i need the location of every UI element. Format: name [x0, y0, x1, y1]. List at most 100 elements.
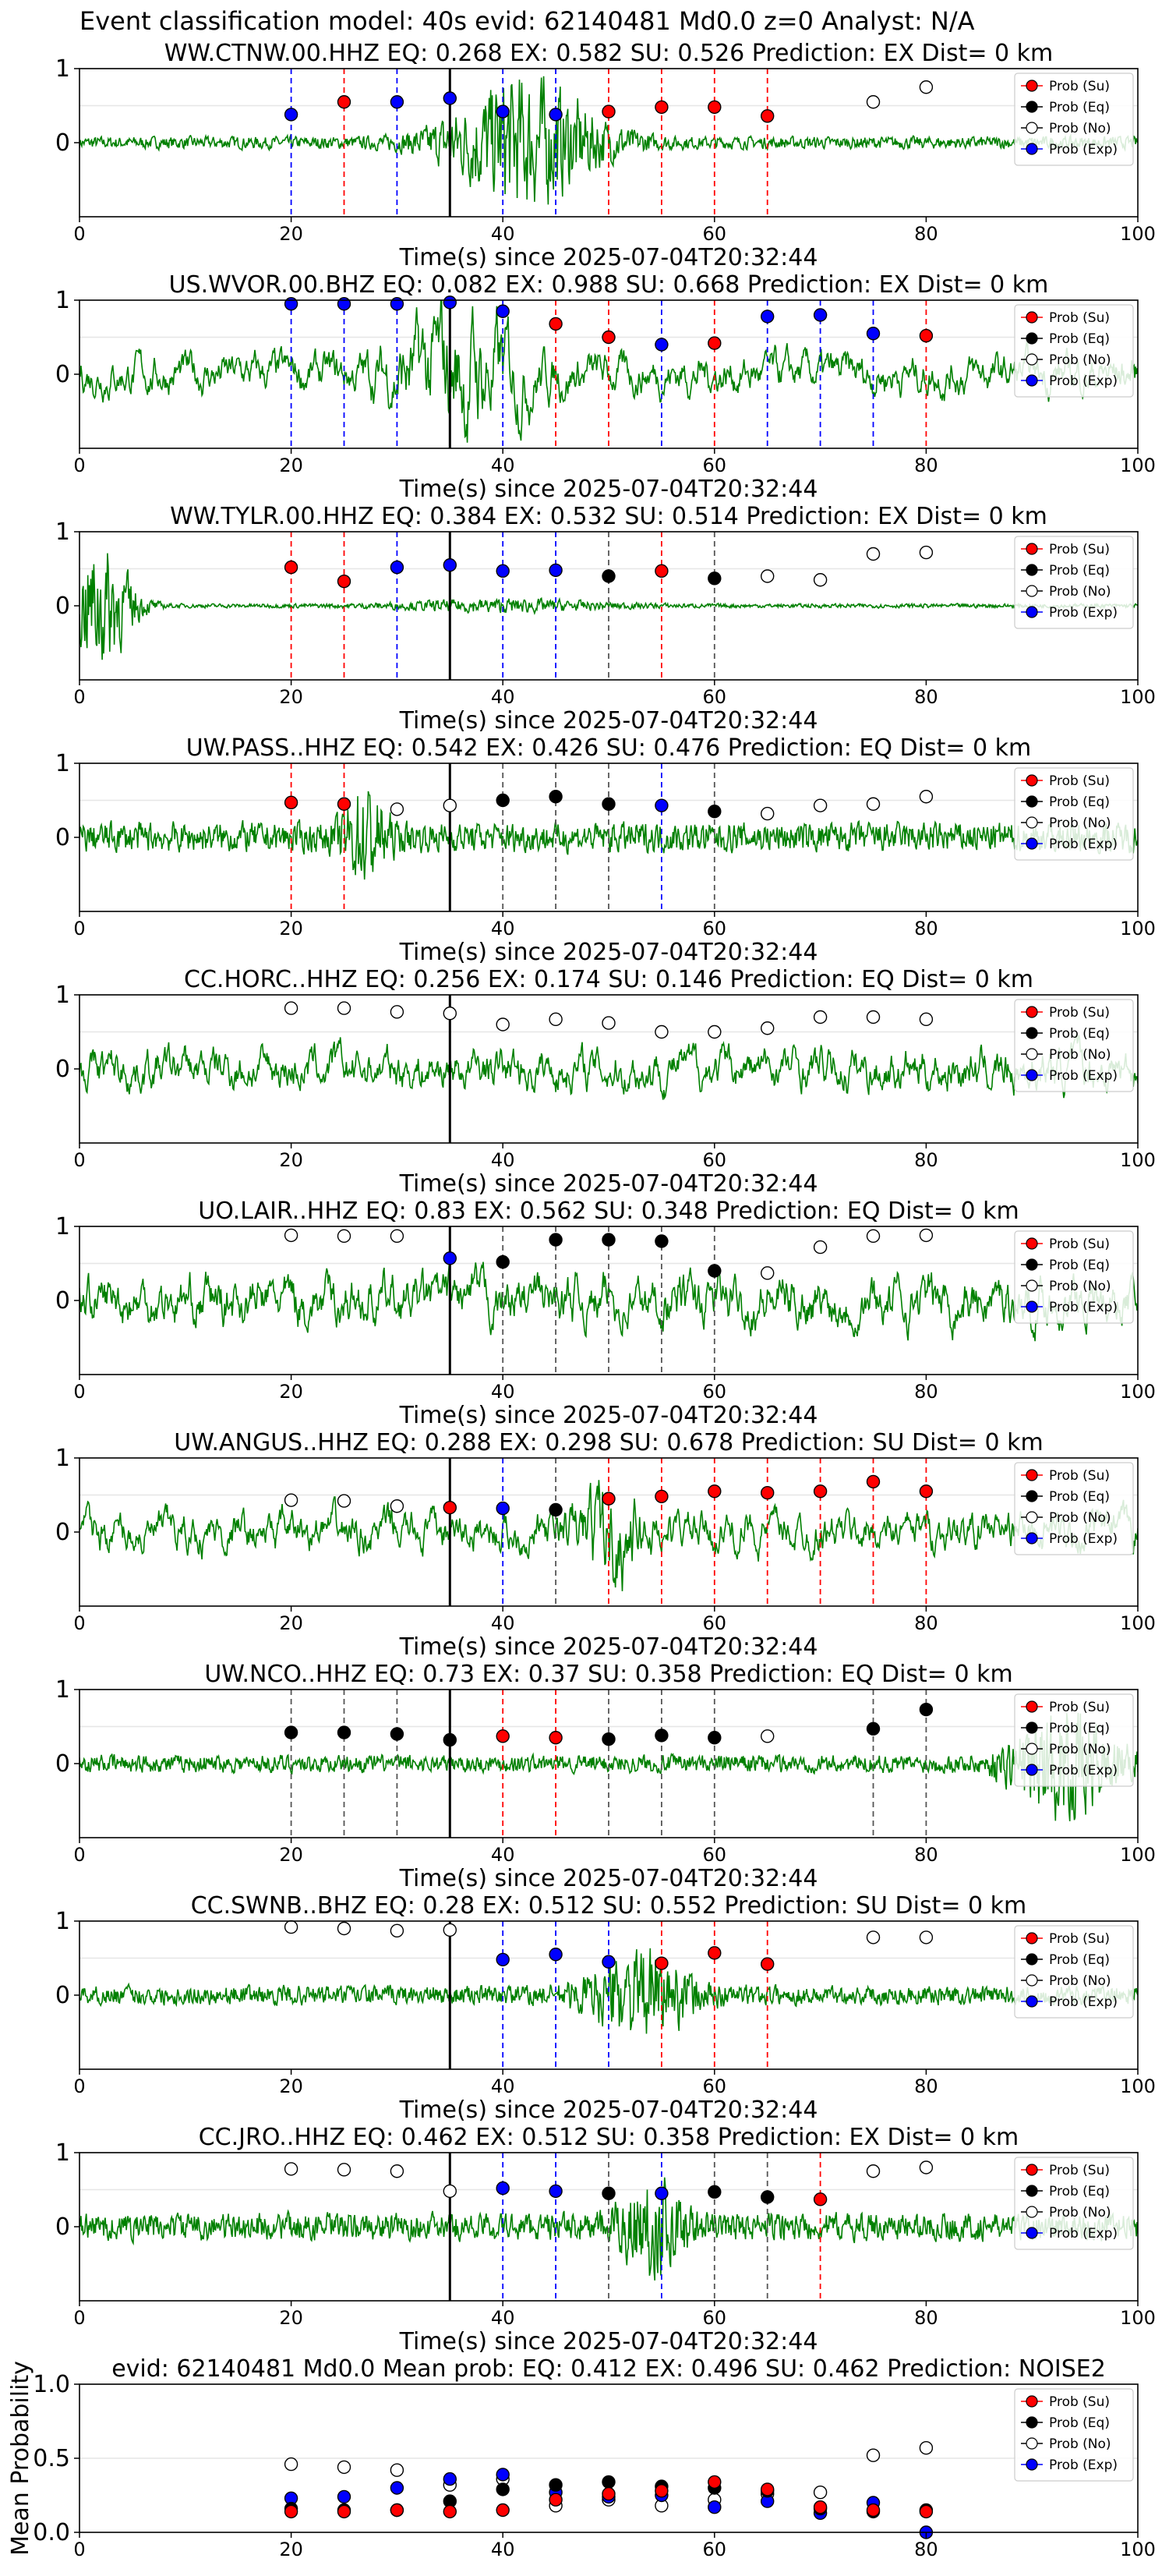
x-tick-label: 100 — [1120, 1381, 1156, 1403]
legend: Prob (Su) Prob (Eq) Prob (No) Prob (Exp) — [1014, 73, 1134, 166]
seismic-trace — [79, 1948, 1138, 2034]
legend-entry-no: Prob (No) — [1021, 121, 1111, 136]
prob-marker-no — [761, 569, 775, 583]
mean-prob-marker-su — [655, 2484, 669, 2498]
subplot-2: US.WVOR.00.BHZ EQ: 0.082 EX: 0.988 SU: 0… — [55, 271, 1156, 503]
legend-label: Prob (Eq) — [1049, 2415, 1110, 2431]
prob-marker-su — [284, 560, 298, 575]
subplot-5: CC.HORC..HHZ EQ: 0.256 EX: 0.174 SU: 0.1… — [55, 966, 1156, 1198]
legend-box — [1014, 767, 1134, 861]
prob-marker-eq — [496, 793, 510, 808]
prob-marker-exp — [390, 560, 404, 575]
mean-prob-marker-eq — [549, 2478, 563, 2492]
x-tick-label: 100 — [1120, 686, 1156, 708]
legend-box — [1014, 1462, 1134, 1555]
legend-label: Prob (Exp) — [1049, 1068, 1118, 1084]
legend-marker — [1026, 564, 1038, 576]
prob-marker-su — [919, 1484, 934, 1499]
legend-entry-exp: Prob (Exp) — [1021, 1300, 1118, 1315]
prob-marker-eq — [655, 1729, 669, 1743]
prob-marker-su — [761, 1485, 775, 1500]
prob-marker-no — [337, 2163, 351, 2177]
legend-entry-su: Prob (Su) — [1021, 79, 1110, 94]
mean-prob-marker-no — [390, 2463, 404, 2477]
prob-marker-no — [866, 2164, 881, 2178]
prob-marker-no — [443, 1923, 457, 1937]
subplot-1: WW.CTNW.00.HHZ EQ: 0.268 EX: 0.582 SU: 0… — [55, 40, 1156, 271]
prob-marker-exp — [496, 104, 510, 119]
legend-label: Prob (No) — [1049, 2205, 1111, 2220]
prob-marker-exp — [337, 297, 351, 311]
legend-entry-no: Prob (No) — [1021, 816, 1111, 831]
legend-label: Prob (Exp) — [1049, 373, 1118, 389]
x-tick-label: 0 — [73, 223, 85, 245]
legend-label: Prob (Su) — [1049, 2163, 1110, 2178]
prob-marker-exp — [655, 338, 669, 352]
y-tick-label: 0 — [55, 1982, 70, 2009]
legend-entry-eq: Prob (Eq) — [1021, 1026, 1110, 1042]
legend-label: Prob (Su) — [1049, 79, 1110, 94]
legend-marker — [1026, 816, 1038, 829]
legend-entry-exp: Prob (Exp) — [1021, 837, 1118, 852]
x-tick-label: 40 — [491, 918, 515, 939]
mean-prob-marker-exp — [390, 2481, 404, 2495]
prob-marker-eq — [708, 571, 722, 586]
legend: Prob (Su) Prob (Eq) Prob (No) Prob (Exp) — [1014, 1230, 1134, 1324]
legend: Prob (Su) Prob (Eq) Prob (No) Prob (Exp) — [1014, 536, 1134, 629]
x-tick-label: 60 — [703, 1381, 727, 1403]
prob-marker-su — [337, 574, 351, 589]
y-tick-label: 0.5 — [33, 2445, 70, 2472]
mean-prob-marker-no — [866, 2448, 881, 2462]
prob-marker-no — [866, 1930, 881, 1944]
x-tick-label: 60 — [703, 2075, 727, 2097]
y-tick-label: 1 — [55, 518, 70, 546]
subplot-title: UW.NCO..HHZ EQ: 0.73 EX: 0.37 SU: 0.358 … — [204, 1661, 1012, 1688]
legend-entry-su: Prob (Su) — [1021, 2163, 1110, 2178]
legend-marker — [1026, 1974, 1038, 1987]
prob-marker-no — [496, 1017, 510, 1031]
legend-marker — [1026, 1490, 1038, 1502]
prob-marker-eq — [602, 2186, 616, 2200]
subplot-11: evid: 62140481 Md0.0 Mean prob: EQ: 0.41… — [7, 2355, 1156, 2560]
legend-entry-exp: Prob (Exp) — [1021, 1068, 1118, 1084]
subplot-6: UO.LAIR..HHZ EQ: 0.83 EX: 0.562 SU: 0.34… — [55, 1198, 1156, 1429]
prob-marker-exp — [496, 1952, 510, 1967]
x-tick-label: 80 — [914, 1612, 938, 1634]
x-tick-label: 100 — [1120, 223, 1156, 245]
prob-marker-no — [866, 1010, 881, 1024]
y-tick-label: 0 — [55, 1056, 70, 1083]
seismic-trace — [79, 1712, 1138, 1821]
prob-marker-no — [443, 2184, 457, 2199]
mean-prob-marker-su — [602, 2486, 616, 2501]
mean-prob-marker-su — [284, 2504, 298, 2519]
x-axis-label: Time(s) since 2025-07-04T20:32:44 — [399, 939, 818, 966]
legend-label: Prob (Eq) — [1049, 2184, 1110, 2199]
x-axis-label: Time(s) since 2025-07-04T20:32:44 — [399, 1402, 818, 1429]
x-tick-label: 60 — [703, 223, 727, 245]
prob-marker-no — [919, 1930, 934, 1944]
subplot-8: UW.NCO..HHZ EQ: 0.73 EX: 0.37 SU: 0.358 … — [55, 1661, 1156, 1892]
legend-marker — [1026, 1953, 1038, 1966]
y-tick-label: 0 — [55, 361, 70, 388]
x-tick-label: 100 — [1120, 2307, 1156, 2329]
x-tick-label: 0 — [73, 2307, 85, 2329]
y-tick-label: 0 — [55, 1750, 70, 1778]
legend-marker — [1026, 2227, 1038, 2239]
x-tick-label: 0 — [73, 686, 85, 708]
prob-marker-exp — [496, 1501, 510, 1516]
x-tick-label: 0 — [73, 455, 85, 476]
legend-entry-su: Prob (Su) — [1021, 1005, 1110, 1021]
y-tick-label: 0 — [55, 1287, 70, 1315]
prob-marker-su — [708, 1484, 722, 1499]
prob-marker-no — [813, 573, 828, 587]
prob-marker-eq — [549, 1233, 563, 1247]
prob-marker-exp — [443, 295, 457, 310]
subplot-10: CC.JRO..HHZ EQ: 0.462 EX: 0.512 SU: 0.35… — [55, 2124, 1156, 2355]
mean-prob-marker-su — [443, 2504, 457, 2519]
prob-marker-no — [443, 798, 457, 812]
legend-entry-eq: Prob (Eq) — [1021, 1489, 1110, 1505]
mean-prob-marker-su — [390, 2503, 404, 2518]
subplot-title: CC.JRO..HHZ EQ: 0.462 EX: 0.512 SU: 0.35… — [199, 2124, 1019, 2151]
legend-label: Prob (No) — [1049, 352, 1111, 368]
legend-entry-su: Prob (Su) — [1021, 1468, 1110, 1484]
